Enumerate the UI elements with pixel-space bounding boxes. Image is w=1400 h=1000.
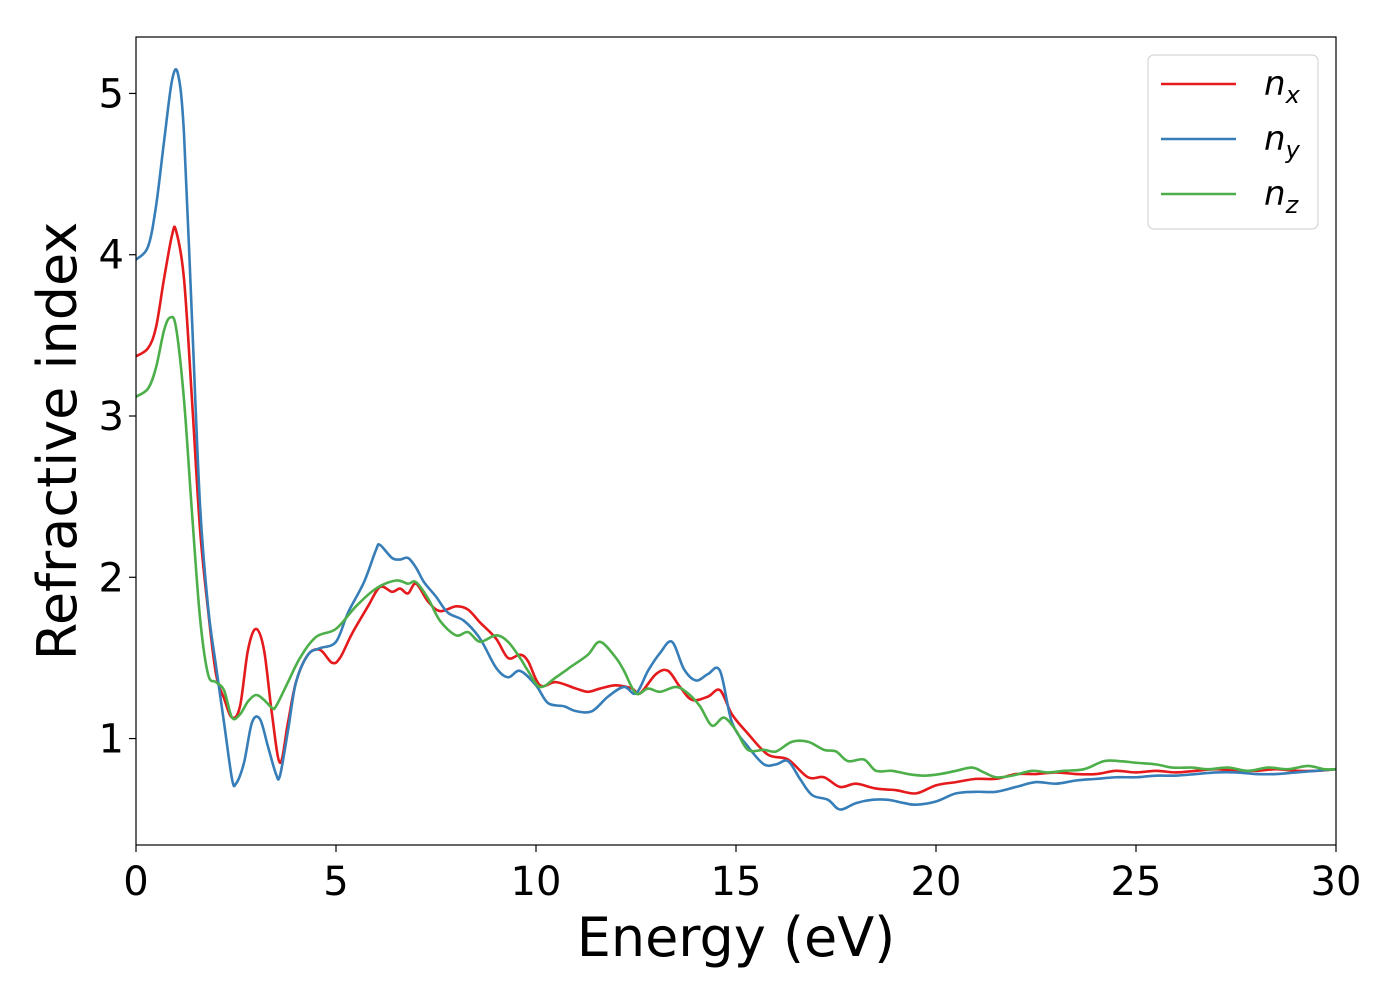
x-tick-label: 5 — [323, 859, 348, 905]
legend-label-n-z: nz — [1264, 174, 1300, 219]
x-tick-label: 0 — [123, 859, 148, 905]
series-line-n-y — [136, 67, 1336, 811]
series-layer — [136, 67, 1336, 811]
legend-frame — [1147, 54, 1319, 230]
ticks-layer: 0 5 10 15 20 25 30 1 2 3 4 5 — [99, 71, 1362, 905]
x-tick-label: 10 — [511, 859, 562, 905]
y-tick-label: 1 — [99, 717, 124, 763]
y-axis-title: Refractive index — [26, 222, 89, 661]
y-tick-label: 4 — [99, 233, 124, 279]
y-tick-label: 2 — [99, 555, 124, 601]
series-line-n-z — [136, 315, 1336, 779]
legend-label-n-y: ny — [1264, 119, 1301, 164]
legend: nx ny nz — [1147, 54, 1319, 230]
x-tick-label: 20 — [911, 859, 962, 905]
legend-label-n-x: nx — [1264, 64, 1301, 109]
x-tick-label: 15 — [711, 859, 762, 905]
x-tick-label: 25 — [1111, 859, 1162, 905]
y-tick-label: 5 — [99, 71, 124, 117]
x-tick-label: 30 — [1311, 859, 1362, 905]
y-tick-label: 3 — [99, 394, 124, 440]
x-axis-title: Energy (eV) — [577, 906, 896, 969]
